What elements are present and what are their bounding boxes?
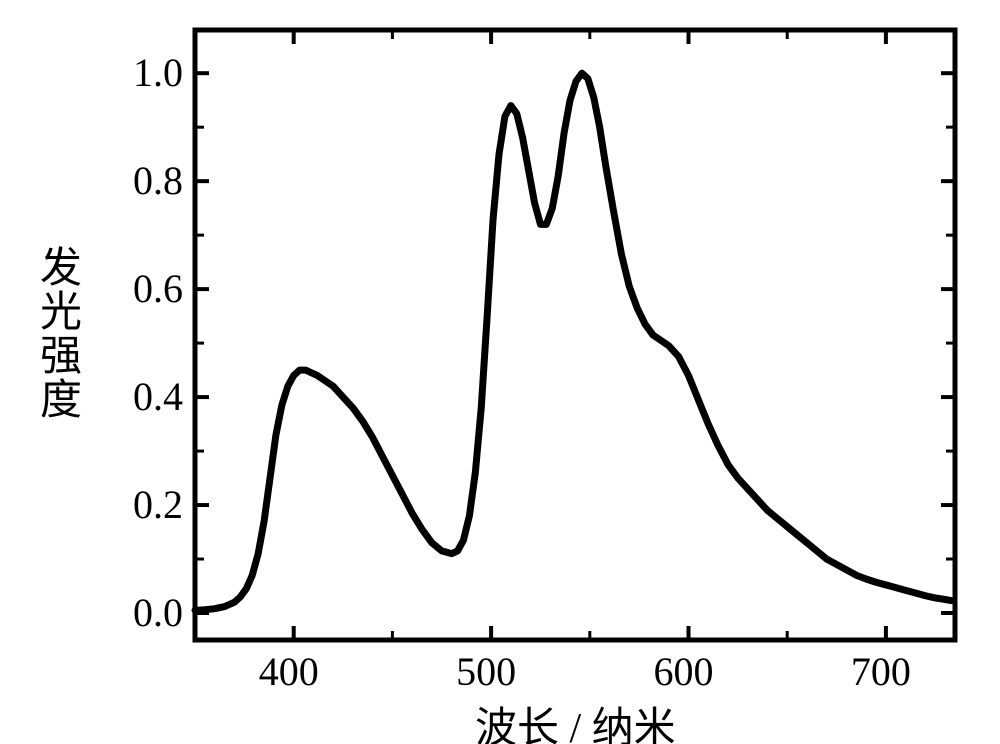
y-tick-label: 0.2 [133,481,183,528]
y-axis-title-char: 度 [40,379,82,423]
y-axis-title-char: 发 [40,247,82,291]
x-tick-label: 600 [654,648,714,695]
x-tick-label: 500 [456,648,516,695]
y-tick-label: 0.0 [133,589,183,636]
y-axis-title-char: 强 [40,335,82,379]
spectrum-figure: 发 光 强 度 波长 / 纳米 400 500 600 700 0.0 0.2 0.4 0.6… [0,0,1000,744]
y-tick-label: 1.0 [133,49,183,96]
y-axis-title: 发 光 强 度 [40,247,82,423]
x-axis-title: 波长 / 纳米 [475,694,676,744]
y-axis-title-char: 光 [40,291,82,335]
y-tick-label: 0.4 [133,373,183,420]
y-tick-label: 0.8 [133,157,183,204]
y-tick-label: 0.6 [133,265,183,312]
x-tick-label: 400 [259,648,319,695]
x-tick-label: 700 [851,648,911,695]
